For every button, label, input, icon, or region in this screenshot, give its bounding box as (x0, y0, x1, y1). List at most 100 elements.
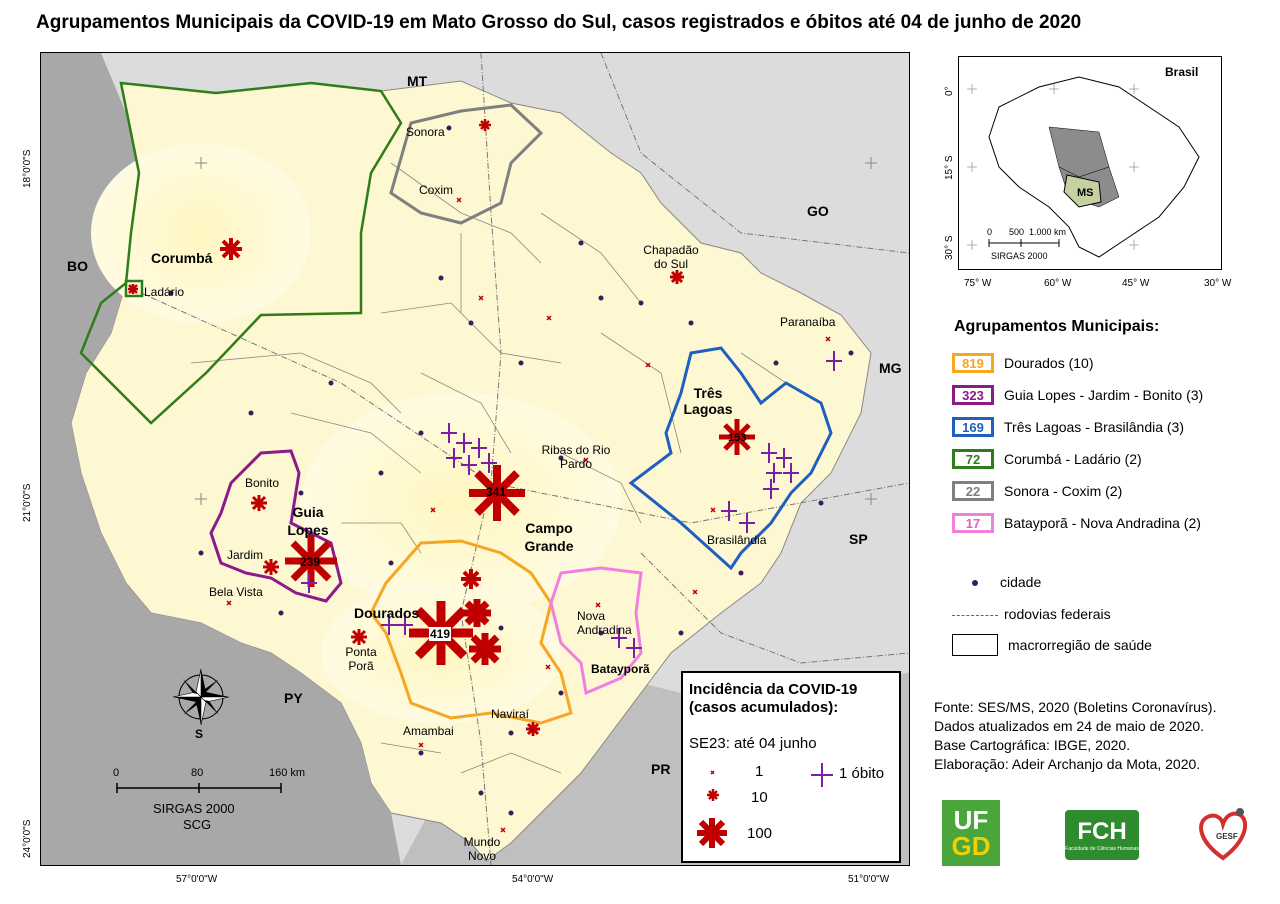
incidence-10: 10 (751, 789, 768, 806)
inset-lat-0: 0° (944, 86, 955, 96)
inset-lon-30: 30° W (1204, 278, 1232, 289)
map-canvas (41, 53, 909, 865)
cluster-marker-campo-grande (469, 465, 525, 521)
count-guia-lopes: 239 (300, 555, 321, 569)
lon-label-57: 57°0'0"W (176, 874, 218, 885)
city-nova-andradina: Nova Andradina (577, 609, 632, 637)
city-corumba: Corumbá (151, 250, 213, 266)
city-navirai: Naviraí (491, 707, 530, 721)
lat-label-21: 21°0'0"S (22, 483, 33, 522)
city-jardim: Jardim (227, 548, 264, 562)
legend-macro-label: macrorregião de saúde (1008, 637, 1152, 653)
count-dourados-text: 419 (429, 627, 452, 641)
legend-item-label: Dourados (10) (1004, 355, 1094, 371)
city-ribas: Ribas do Rio Pardo (541, 443, 611, 471)
legend-item-count: 169 (952, 417, 994, 437)
legend-item: 323 Guia Lopes - Jardim - Bonito (3) (952, 384, 1203, 406)
ufgd-logo-top: UF (953, 805, 989, 835)
legend-item-count: 22 (952, 481, 994, 501)
city-ponta-pora: Ponta Porã (345, 645, 377, 673)
inset-scale-1000: 1.000 km (1029, 227, 1067, 237)
label-go: GO (807, 203, 829, 219)
gesf-logo: GESF (1192, 806, 1254, 864)
inset-canvas (967, 76, 1200, 258)
city-coxim: Coxim (419, 183, 454, 197)
ufgd-logo-bottom: GD (951, 831, 991, 861)
legend-item-label: Corumbá - Ladário (2) (1004, 451, 1142, 467)
inset-map: Brasil MS 0 500 1.000 km SIRGAS 2000 (958, 56, 1222, 270)
legend-macro: macrorregião de saúde (952, 634, 1152, 656)
legend-item-count: 72 (952, 449, 994, 469)
inset-crs: SIRGAS 2000 (991, 251, 1048, 261)
incidence-title-line1: Incidência da COVID-19 (689, 681, 858, 698)
inset-country-label: Brasil (1165, 65, 1199, 79)
inset-lat-30: 30° S (944, 235, 955, 260)
legend-item: 17 Batayporã - Nova Andradina (2) (952, 512, 1201, 534)
inset-state-label: MS (1077, 187, 1094, 199)
inset-lat-15: 15° S (944, 155, 955, 180)
legend-item: 72 Corumbá - Ladário (2) (952, 448, 1142, 470)
map-title: Agrupamentos Municipais da COVID-19 em M… (36, 12, 1082, 33)
city-bela-vista: Bela Vista (209, 585, 263, 599)
legend-item-count: 17 (952, 513, 994, 533)
credit-source: Fonte: SES/MS, 2020 (Boletins Coronavíru… (934, 699, 1217, 715)
inset-scale-500: 500 (1009, 227, 1025, 237)
credit-basemap: Base Cartográfica: IBGE, 2020. (934, 737, 1131, 753)
city-dot-icon (972, 580, 978, 587)
label-py: PY (284, 690, 303, 706)
label-sp: SP (849, 531, 868, 547)
cluster-marker-guia-lopes (285, 535, 337, 587)
label-pr: PR (651, 761, 671, 777)
city-brasilandia: Brasilândia (707, 533, 767, 547)
label-mt: MT (407, 73, 428, 89)
count-dourados: 419 (429, 627, 452, 641)
lon-label-51: 51°0'0"W (848, 874, 890, 885)
incidence-subtitle: SE23: até 04 junho (689, 735, 817, 752)
scale-crs: SIRGAS 2000 (153, 801, 235, 816)
main-map: 341 419 239 153 MT GO MG SP PR PY BO Son… (40, 52, 910, 866)
scale-tick-80: 80 (191, 767, 204, 779)
legend-roads: rodovias federais (952, 606, 1111, 622)
city-bonito: Bonito (245, 476, 280, 490)
city-sonora: Sonora (406, 125, 445, 139)
compass-rose (172, 668, 230, 726)
city-guia-lopes: Guia Lopes (287, 504, 329, 538)
city-bataypora: Batayporã (591, 662, 650, 676)
inset-lon-45: 45° W (1122, 278, 1150, 289)
credit-updated: Dados atualizados em 24 de maio de 2020. (934, 718, 1205, 734)
gesf-heart-icon (1199, 808, 1247, 861)
city-chapadao: Chapadão do Sul (643, 243, 699, 271)
legend-item-label: Três Lagoas - Brasilândia (3) (1004, 419, 1185, 435)
fch-logo-text: FCH (1077, 818, 1127, 845)
compass-south-label: S (195, 727, 204, 741)
fch-logo-sub: Faculdade de Ciências Humanas (1065, 846, 1139, 852)
legend-item: 22 Sonora - Coxim (2) (952, 480, 1122, 502)
scale-bar (116, 783, 282, 793)
cluster-marker-tres-lagoas (719, 419, 755, 455)
city-campo-grande: Campo Grande (524, 520, 574, 554)
inset-scale-0: 0 (987, 227, 993, 237)
lat-label-18: 18°0'0"S (22, 149, 33, 188)
inset-lon-75: 75° W (964, 278, 992, 289)
legend-item-count: 819 (952, 353, 994, 373)
lat-label-24: 24°0'0"S (22, 819, 33, 858)
label-mg: MG (879, 360, 902, 376)
gesf-logo-text: GESF (1216, 832, 1238, 841)
count-tres-lagoas: 153 (728, 432, 747, 444)
scale-tick-160: 160 km (269, 767, 306, 779)
road-line-icon (952, 614, 998, 616)
legend-item-label: Guia Lopes - Jardim - Bonito (3) (1004, 387, 1204, 403)
incidence-title: Incidência da COVID-19 (casos acumulados)… (689, 681, 857, 717)
incidence-legend: Incidência da COVID-19 (casos acumulados)… (681, 671, 901, 863)
legend-item-label: Batayporã - Nova Andradina (2) (1004, 515, 1201, 531)
scale-crs2: SCG (183, 817, 212, 832)
inset-lon-60: 60° W (1044, 278, 1072, 289)
count-campo-grande: 341 (486, 485, 507, 499)
legend-item: 169 Três Lagoas - Brasilândia (3) (952, 416, 1184, 438)
incidence-symbols (697, 763, 833, 848)
incidence-100: 100 (747, 825, 773, 842)
label-bo: BO (67, 258, 88, 274)
incidence-1: 1 (755, 763, 764, 780)
city-mundo-novo: Mundo Novo (463, 835, 501, 863)
legend-item-count: 323 (952, 385, 994, 405)
